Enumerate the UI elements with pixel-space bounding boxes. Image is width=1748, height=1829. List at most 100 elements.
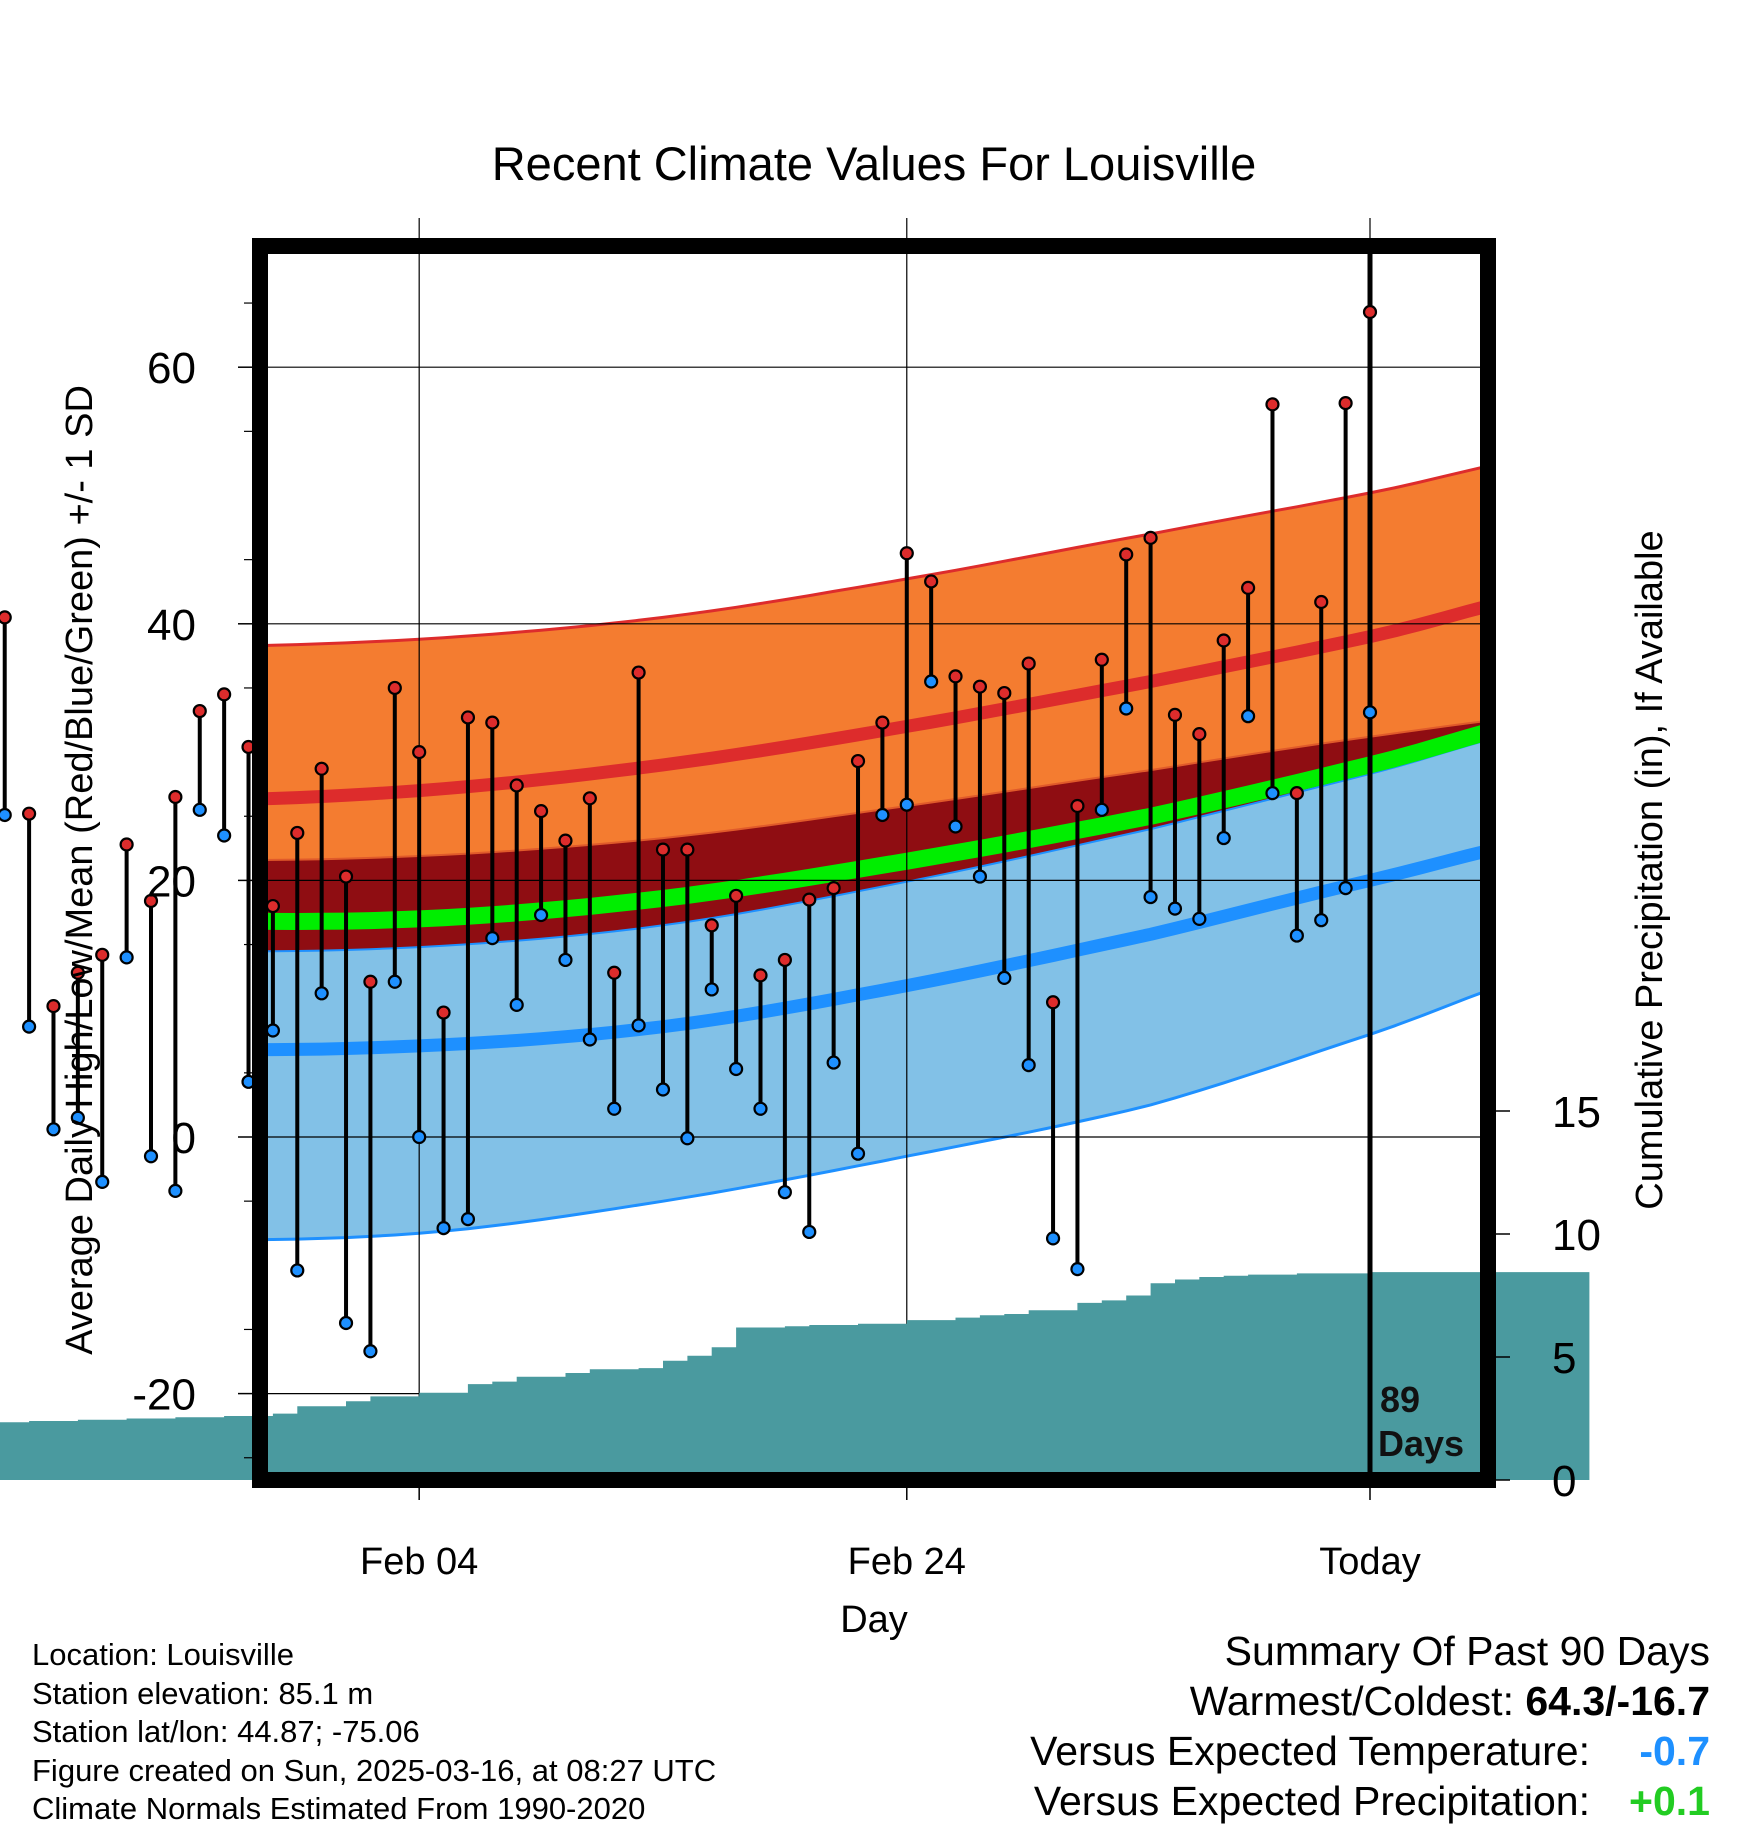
daily-low-point (509, 997, 524, 1012)
daily-low-point (1021, 1058, 1036, 1073)
daily-low-point (168, 1183, 183, 1198)
y2-axis-label: Cumulative Precipitation (in), If Availa… (1629, 530, 1671, 1209)
daily-high-point (1338, 396, 1353, 411)
daily-low-point (899, 797, 914, 812)
daily-low-point (997, 970, 1012, 986)
y-tick-label: 0 (172, 1114, 196, 1163)
daily-high-point (924, 574, 939, 589)
daily-low-point (582, 1032, 597, 1047)
daily-low-point (1289, 928, 1304, 943)
daily-high-point (729, 888, 744, 903)
daily-high-point (338, 869, 354, 884)
precip-anomaly-value: +0.1 (1629, 1778, 1710, 1824)
y-tick-label: 40 (147, 601, 196, 650)
daily-high-point (95, 947, 110, 962)
normal-bands (260, 464, 1488, 1242)
daily-low-point (95, 1174, 110, 1190)
daily-high-point (850, 753, 866, 769)
daily-high-point (533, 804, 549, 819)
daily-low-point (607, 1101, 622, 1116)
daily-low-point (1045, 1231, 1061, 1246)
temp-anomaly-row: Versus Expected Temperature: -0.7 (1030, 1726, 1710, 1776)
daily-high-point (607, 965, 622, 980)
daily-high-point (1192, 727, 1207, 742)
temp-anomaly-value: -0.7 (1639, 1728, 1710, 1774)
daily-low-point (1094, 802, 1109, 817)
daily-low-point (753, 1101, 768, 1116)
daily-high-point (387, 680, 402, 696)
daily-high-point (997, 685, 1012, 701)
plot-border (252, 238, 1496, 1488)
daily-high-point (1119, 547, 1134, 562)
daily-high-point (1143, 530, 1158, 545)
daily-low-point (265, 1023, 280, 1038)
x-tick-label: Today (1319, 1541, 1420, 1583)
daily-high-point (509, 778, 524, 793)
daily-high-point (314, 761, 329, 776)
daily-high-point (777, 952, 792, 968)
daily-high-point (119, 837, 134, 852)
daily-low-point (655, 1082, 671, 1097)
daily-low-point (680, 1131, 695, 1146)
daily-high-point (1289, 786, 1304, 801)
daily-high-point (265, 898, 280, 914)
warmest-label: Warmest/Coldest: (1189, 1678, 1526, 1724)
daily-low-point (387, 974, 402, 989)
daily-low-point (948, 819, 963, 834)
temp-anomaly-label: Versus Expected Temperature: (1030, 1728, 1590, 1774)
daily-high-point (1314, 594, 1329, 610)
daily-low-point (1240, 709, 1256, 724)
daily-low-point (1070, 1262, 1085, 1277)
precip-anomaly-label: Versus Expected Precipitation: (1033, 1778, 1590, 1824)
daily-high-point (655, 842, 671, 857)
station-metadata: Location: Louisville Station elevation: … (32, 1636, 716, 1829)
daily-low-point (436, 1220, 451, 1236)
y-tick-label: 20 (147, 857, 196, 906)
daily-high-point (46, 999, 61, 1014)
daily-low-point (70, 1110, 85, 1125)
daily-low-point (924, 674, 939, 689)
daily-high-point (875, 715, 890, 730)
daily-high-point (0, 610, 12, 625)
daily-high-point (1070, 798, 1085, 814)
daily-high-point (1045, 995, 1061, 1010)
daily-low-point (1216, 830, 1231, 846)
today-days-number: 89 (1380, 1379, 1420, 1420)
today-days-label: Days (1378, 1423, 1464, 1464)
precip-anomaly-row: Versus Expected Precipitation: +0.1 (1030, 1776, 1710, 1826)
daily-low-point (850, 1146, 866, 1161)
y-tick-label: 60 (147, 344, 196, 393)
daily-high-point (826, 880, 841, 896)
warmest-coldest-row: Warmest/Coldest: 64.3/-16.7 (1030, 1676, 1710, 1726)
cumulative-precip-area (0, 1270, 1590, 1480)
daily-high-point (899, 546, 914, 561)
daily-high-point (460, 710, 476, 725)
daily-high-point (1167, 707, 1183, 722)
daily-high-point (436, 1005, 451, 1020)
y2-tick-label: 10 (1552, 1211, 1601, 1260)
elevation-text: Station elevation: 85.1 m (32, 1675, 374, 1711)
daily-high-point (485, 715, 500, 730)
x-tick-label: Feb 24 (848, 1541, 966, 1583)
summary-panel: Summary Of Past 90 Days Warmest/Coldest:… (1030, 1626, 1710, 1826)
chart-title: Recent Climate Values For Louisville (492, 137, 1257, 190)
daily-high-point (948, 669, 963, 684)
daily-low-point (1167, 901, 1183, 916)
daily-high-point (363, 974, 378, 989)
daily-low-point (875, 807, 890, 823)
daily-high-point (168, 789, 183, 805)
daily-high-point (802, 892, 817, 907)
daily-high-point (582, 791, 597, 806)
daily-low-point (314, 986, 329, 1001)
daily-high-point (1094, 652, 1109, 667)
daily-low-point (290, 1263, 305, 1278)
daily-low-point (972, 869, 988, 884)
plot-frame (252, 238, 1496, 1488)
daily-high-point (704, 918, 719, 933)
daily-high-point (290, 825, 305, 841)
daily-low-point (1338, 880, 1353, 896)
latlon-text: Station lat/lon: 44.87; -75.06 (32, 1714, 420, 1749)
y2-tick-label: 5 (1552, 1334, 1576, 1383)
